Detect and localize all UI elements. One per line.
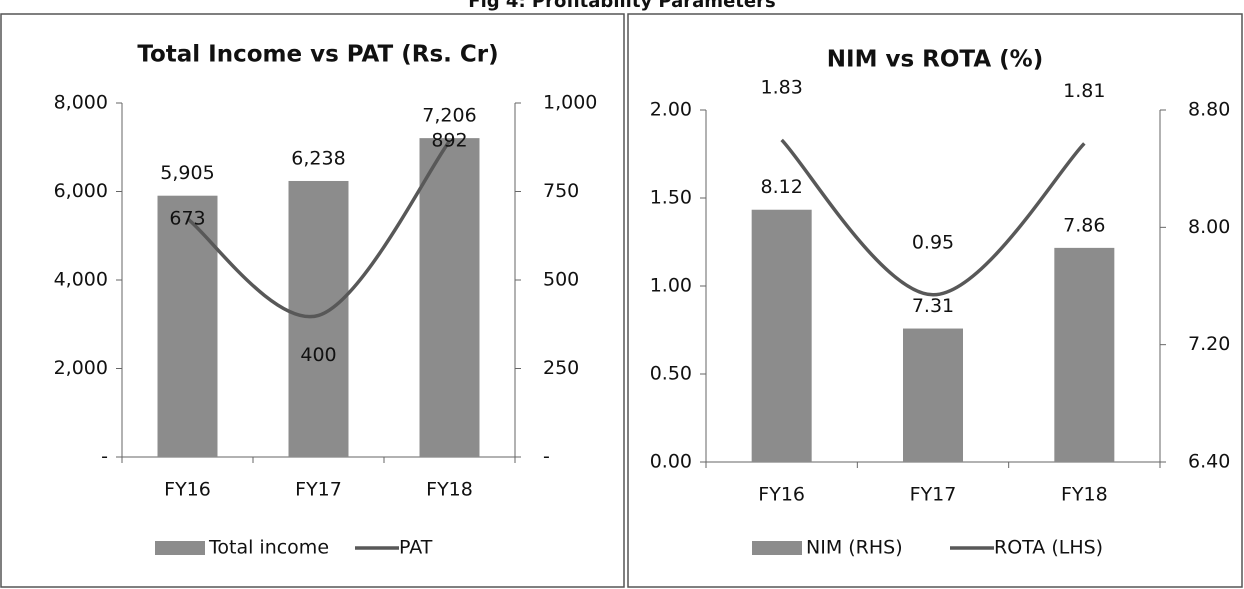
- line-value-label: 1.83: [761, 76, 803, 98]
- y2-tick-label: 8.80: [1188, 99, 1230, 121]
- x-tick-label: FY16: [164, 479, 211, 501]
- y-tick-label: 6,000: [54, 180, 108, 202]
- page-title: Fig 4: Profitability Parameters: [468, 0, 775, 12]
- x-tick-label: FY16: [758, 484, 805, 506]
- line-value-label: 0.95: [912, 231, 954, 253]
- y2-tick-label: 250: [543, 357, 579, 379]
- y-tick-label: 2,000: [54, 357, 108, 379]
- bar: [903, 328, 963, 462]
- bar: [157, 195, 218, 458]
- panel-frame: [0, 13, 625, 588]
- y-tick-label: 2.00: [650, 99, 692, 121]
- bar: [419, 138, 480, 457]
- bar: [288, 180, 349, 457]
- chart-title: NIM vs ROTA (%): [827, 47, 1043, 73]
- legend-label: ROTA (LHS): [994, 537, 1103, 559]
- line: [186, 140, 451, 319]
- x-tick-label: FY18: [1061, 484, 1108, 506]
- bar-value-label: 7.31: [912, 295, 954, 317]
- y2-tick-label: 8.00: [1188, 216, 1230, 238]
- legend-swatch: [752, 541, 802, 555]
- y2-tick-label: 6.40: [1188, 451, 1230, 473]
- x-tick-label: FY18: [426, 479, 473, 501]
- y2-tick-label: 500: [543, 269, 579, 291]
- bar-value-label: 8.12: [761, 176, 803, 198]
- line: [780, 138, 1086, 297]
- legend-label: PAT: [399, 537, 433, 559]
- legend-label: Total income: [208, 537, 329, 559]
- y2-tick-label: 750: [543, 180, 579, 202]
- bar: [751, 209, 812, 462]
- legend-label: NIM (RHS): [806, 537, 903, 559]
- x-tick-label: FY17: [295, 479, 342, 501]
- line-value-label: 673: [169, 207, 205, 229]
- legend-swatch: [155, 541, 205, 555]
- y-tick-label: -: [101, 446, 108, 468]
- y-tick-label: 1.50: [650, 187, 692, 209]
- y-tick-label: 1.00: [650, 275, 692, 297]
- panel-frame: [627, 13, 1243, 588]
- bar-value-label: 7.86: [1063, 214, 1105, 236]
- line-value-label: 400: [300, 344, 336, 366]
- bar-value-label: 6,238: [291, 147, 345, 169]
- bar-value-label: 5,905: [160, 162, 214, 184]
- y2-tick-label: 1,000: [543, 92, 597, 114]
- bar: [1054, 247, 1115, 462]
- y2-tick-label: -: [543, 446, 550, 468]
- y-tick-label: 0.50: [650, 363, 692, 385]
- chart-title: Total Income vs PAT (Rs. Cr): [137, 42, 498, 68]
- y-tick-label: 8,000: [54, 92, 108, 114]
- x-tick-label: FY17: [910, 484, 957, 506]
- y2-tick-label: 7.20: [1188, 333, 1230, 355]
- y-tick-label: 0.00: [650, 451, 692, 473]
- line-value-label: 1.81: [1063, 80, 1105, 102]
- line-value-label: 892: [431, 130, 467, 152]
- y-tick-label: 4,000: [54, 269, 108, 291]
- bar-value-label: 7,206: [422, 105, 476, 127]
